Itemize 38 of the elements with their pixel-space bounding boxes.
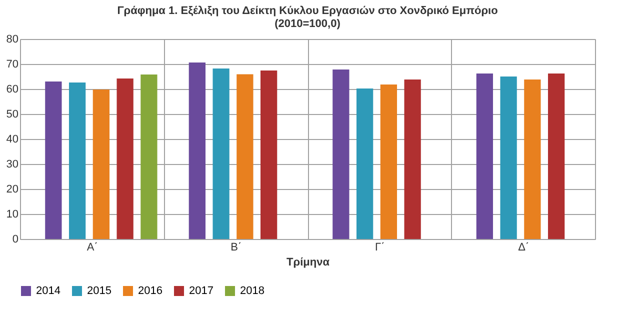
y-tick-label: 70 xyxy=(6,58,18,70)
bar xyxy=(45,82,62,239)
bar xyxy=(524,80,541,239)
bar xyxy=(140,74,158,239)
y-tick-label: 80 xyxy=(6,34,18,46)
y-tick-label: 20 xyxy=(6,184,18,196)
bar xyxy=(476,74,493,239)
bar xyxy=(212,68,230,239)
x-tick-label: Γ΄ xyxy=(375,242,385,254)
legend-label: 2018 xyxy=(240,285,264,297)
legend-label: 2016 xyxy=(138,285,162,297)
x-tick-label: Α΄ xyxy=(86,242,98,254)
y-tick-label: 10 xyxy=(6,208,18,220)
bar xyxy=(260,70,278,239)
bar xyxy=(548,74,565,239)
bar xyxy=(356,88,374,239)
bar xyxy=(236,74,254,239)
legend-label: 2014 xyxy=(36,285,60,297)
text: Γράφημα 1. Εξέλιξη του Δείκτη Κύκλου Εργασιών στο Χονδρικό Εμπόριο xyxy=(117,5,498,17)
bar xyxy=(68,82,86,239)
x-axis-title: Τρίμηνα xyxy=(286,256,330,268)
bar xyxy=(92,90,110,239)
x-tick-label: Β΄ xyxy=(230,242,242,254)
y-tick-label: 0 xyxy=(12,234,18,246)
bar xyxy=(404,80,421,239)
y-tick-label: 30 xyxy=(6,158,18,170)
bar xyxy=(380,84,398,239)
y-tick-label: 50 xyxy=(6,108,18,120)
legend-label: 2017 xyxy=(189,285,214,297)
text: (2010=100,0) xyxy=(274,18,340,30)
x-tick-label: Δ΄ xyxy=(518,242,530,254)
bar xyxy=(500,76,517,239)
y-tick-label: 60 xyxy=(6,84,18,96)
y-tick-label: 40 xyxy=(6,134,18,146)
legend-label: 2015 xyxy=(87,285,112,297)
bar xyxy=(332,70,350,239)
bar xyxy=(188,62,206,239)
bar xyxy=(116,78,134,239)
